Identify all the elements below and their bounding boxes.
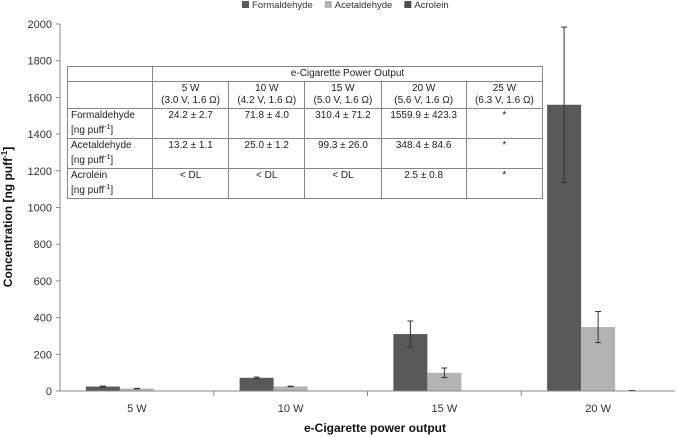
bar-formaldehyde (85, 386, 120, 391)
column-power: 10 W (255, 83, 279, 94)
table-row: Acrolein [ng puff-1] < DL < DL < DL 2.5 ±… (67, 168, 544, 199)
y-tick-label: 200 (34, 349, 52, 361)
x-tick-label: 20 W (585, 403, 611, 415)
bar-acetaldehyde (427, 372, 462, 391)
y-axis-title-sup: -1 (0, 150, 9, 158)
column-settings: (3.0 V, 1.6 Ω) (161, 95, 220, 106)
unit-sup: -1 (104, 184, 111, 191)
table-cell: 71.8 ± 4.0 (228, 108, 306, 139)
table-cell: 1559.9 ± 423.3 (380, 108, 467, 139)
x-axis-title: e-Cigarette power output (304, 421, 446, 435)
data-table: e-Cigarette Power Output 5 W (3.0 V, 1.6 … (67, 66, 544, 199)
bar-formaldehyde (239, 377, 274, 391)
column-power: 20 W (411, 83, 436, 94)
column-settings: (5.0 V, 1.6 Ω) (313, 95, 373, 106)
y-tick-label: 1800 (28, 56, 52, 68)
column-power: 5 W (181, 83, 200, 94)
y-tick-label: 400 (34, 313, 52, 325)
bars (85, 26, 650, 392)
x-tick-label: 5 W (127, 403, 147, 415)
column-power: 25 W (492, 83, 517, 94)
table-row: Formaldehyde [ng puff-1] 24.2 ± 2.7 71.8 … (67, 108, 544, 139)
table-row-header: Acrolein [ng puff-1] (67, 168, 153, 199)
table-cell: 99.3 ± 26.0 (304, 138, 382, 169)
table-cell: 2.5 ± 0.8 (380, 168, 467, 199)
table-cell: < DL (228, 168, 306, 199)
table-group-header-row: e-Cigarette Power Output (67, 66, 543, 82)
y-tick-label: 1200 (28, 166, 52, 178)
unit-prefix: [ng puff (71, 185, 105, 196)
legend-swatch (404, 1, 412, 8)
table-cell: * (465, 138, 544, 169)
table-cell: * (465, 168, 544, 199)
table-cell: * (465, 108, 544, 139)
table-row-header: Formaldehyde [ng puff-1] (67, 108, 153, 139)
table-column-header: 15 W (5.0 V, 1.6 Ω) (304, 81, 382, 109)
table-row: Acetaldehyde [ng puff-1] 13.2 ± 1.1 25.0 … (67, 138, 544, 169)
table-cell: 310.4 ± 71.2 (304, 108, 382, 139)
y-tick-label: 0 (46, 386, 52, 398)
column-settings: (4.2 V, 1.6 Ω) (237, 95, 297, 106)
table-cell: 348.4 ± 84.6 (380, 138, 467, 169)
table-column-header: 25 W (6.3 V, 1.6 Ω) (465, 81, 544, 109)
unit-sup: -1 (104, 154, 111, 161)
table-group-header: e-Cigarette Power Output (152, 66, 543, 82)
table-cell: 25.0 ± 1.2 (228, 138, 306, 169)
legend-label: Acrolein (414, 0, 448, 11)
table-corner-cell (67, 66, 153, 82)
table-cell: 24.2 ± 2.7 (151, 108, 230, 139)
unit-suffix: ] (110, 155, 114, 166)
x-axis-ticks: 5 W 10 W 15 W 20 W (127, 391, 612, 415)
table-cell: < DL (151, 168, 230, 199)
y-tick-label: 600 (34, 276, 52, 288)
legend-swatch (242, 1, 249, 8)
y-tick-label: 1000 (28, 203, 52, 215)
y-tick-label: 2000 (28, 19, 52, 31)
row-label: Acrolein (71, 170, 108, 181)
bar-acetaldehyde (119, 388, 154, 391)
legend-label: Formaldehyde (252, 0, 313, 11)
row-label: Acetaldehyde (71, 140, 132, 151)
table-column-header: 20 W (5.6 V, 1.6 Ω) (380, 81, 467, 109)
table-row-header: Acetaldehyde [ng puff-1] (67, 138, 153, 169)
table-column-header-row: 5 W (3.0 V, 1.6 Ω) 10 W (4.2 V, 1.6 Ω) 15 … (67, 81, 544, 109)
legend-label: Acetaldehyde (335, 0, 393, 11)
bar-acetaldehyde (273, 386, 308, 391)
y-tick-label: 1600 (28, 92, 52, 104)
unit-prefix: [ng puff (71, 155, 105, 166)
legend: Formaldehyde Acetaldehyde Acrolein (242, 0, 449, 11)
y-tick-label: 1400 (28, 129, 52, 141)
unit-suffix: ] (110, 185, 114, 196)
y-axis-title-main: Concentration [ng puff (1, 157, 15, 287)
unit-prefix: [ng puff (71, 125, 105, 136)
unit-sup: -1 (104, 124, 111, 131)
row-label: Formaldehyde (71, 110, 135, 121)
column-power: 15 W (331, 83, 355, 94)
y-axis-title-close: ] (1, 147, 15, 151)
column-settings: (6.3 V, 1.6 Ω) (474, 95, 534, 106)
table-cell: 13.2 ± 1.1 (151, 138, 230, 169)
y-axis-ticks: 0 200 400 600 800 1000 1200 1400 1600 1800 2000 (28, 19, 60, 398)
x-tick-label: 10 W (278, 403, 304, 415)
legend-swatch (324, 1, 332, 8)
y-tick-label: 800 (34, 239, 52, 251)
table-cell: < DL (304, 168, 382, 199)
table-column-header: 5 W (3.0 V, 1.6 Ω) (151, 81, 230, 109)
column-settings: (5.6 V, 1.6 Ω) (394, 95, 454, 106)
table-empty-cell (67, 81, 153, 109)
x-tick-label: 15 W (432, 403, 458, 415)
table-column-header: 10 W (4.2 V, 1.6 Ω) (228, 81, 306, 109)
y-axis-title: Concentration [ng puff-1] (0, 147, 15, 287)
unit-suffix: ] (110, 125, 114, 136)
